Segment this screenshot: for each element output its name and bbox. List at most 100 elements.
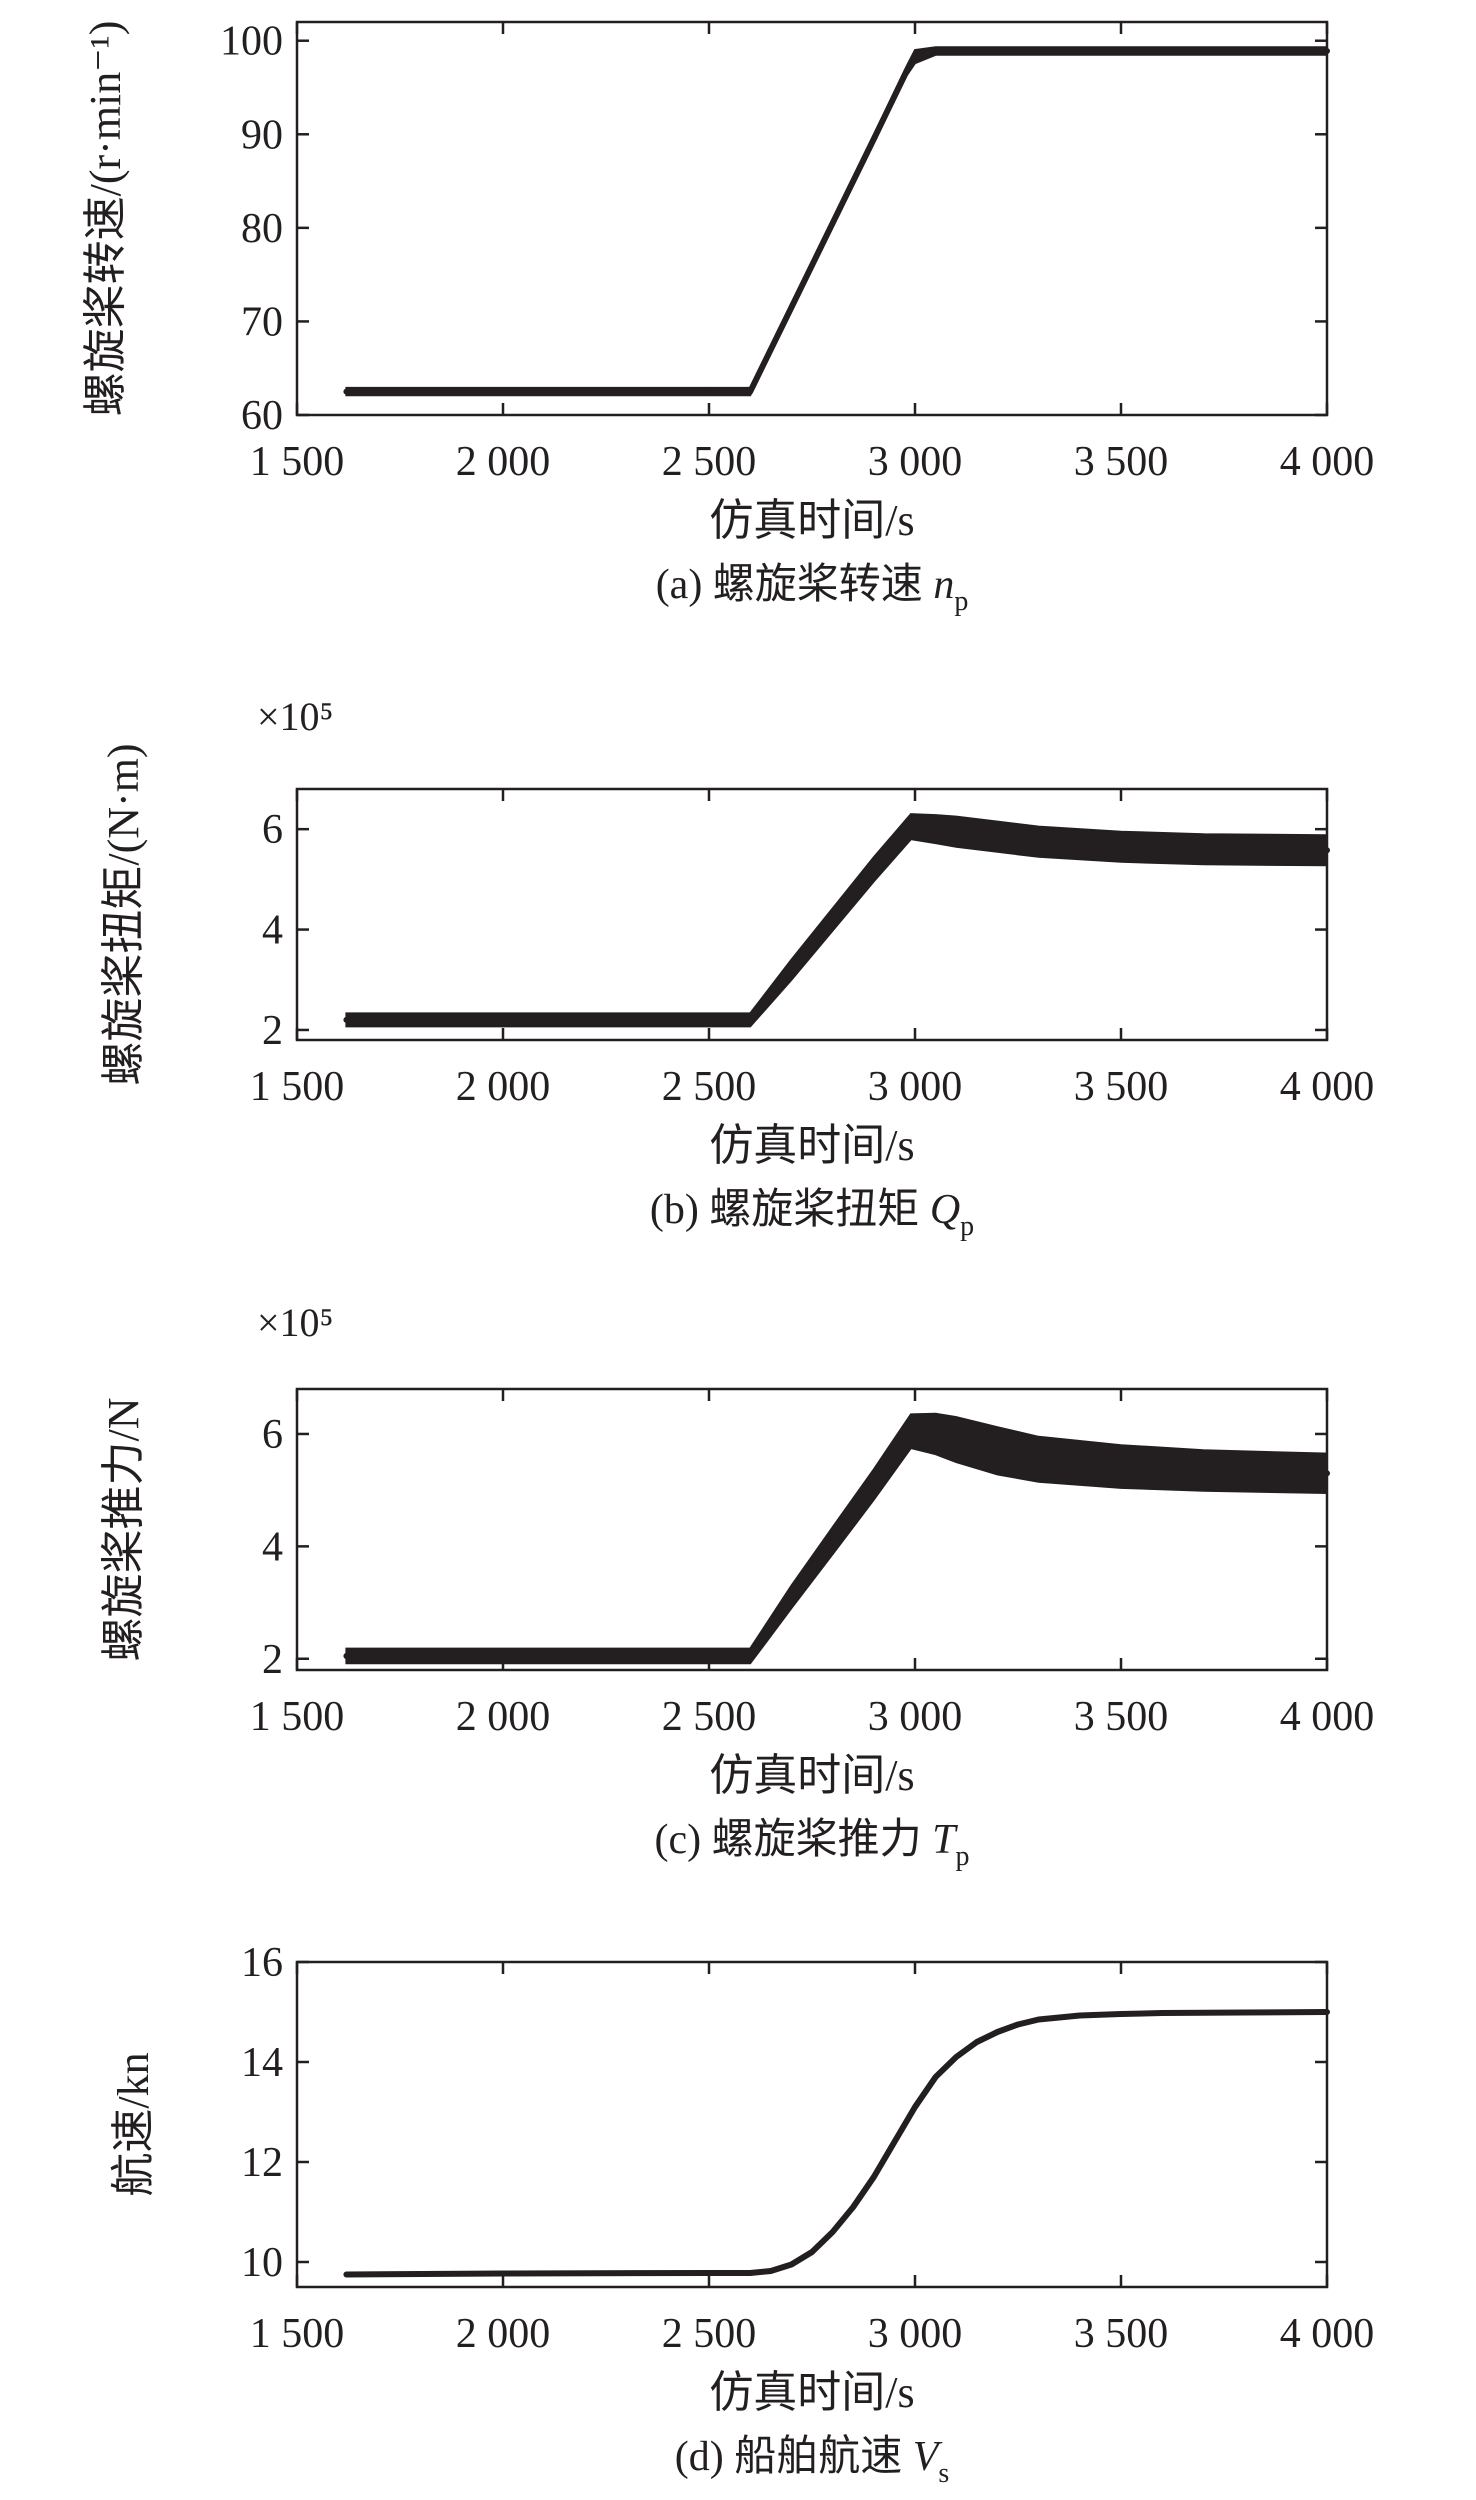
y-tick-label: 70: [241, 299, 283, 345]
data-point: [871, 136, 877, 142]
x-tick-label: 2 000: [456, 2311, 551, 2357]
data-point: [953, 2054, 959, 2060]
data-point: [904, 68, 910, 74]
data-point: [343, 1653, 349, 1659]
data-point: [933, 826, 939, 832]
data-point: [994, 834, 1000, 840]
series-band-0: [345, 2009, 1328, 2277]
data-point: [953, 829, 959, 835]
x-tick-label: 3 500: [1074, 1064, 1169, 1110]
y-axis-label: 航速/kn: [109, 2052, 158, 2196]
y-tick-label: 90: [241, 112, 283, 158]
caption-symbol: T: [932, 1817, 958, 1863]
data-point: [809, 2249, 815, 2255]
data-point: [747, 2270, 753, 2276]
y-tick-label: 14: [241, 2040, 283, 2086]
data-point: [908, 1428, 914, 1434]
x-tick-label: 2 500: [662, 1694, 757, 1740]
y-tick-label: 6: [262, 1412, 283, 1458]
data-point: [1242, 2010, 1248, 2015]
data-point: [1200, 1468, 1206, 1473]
y-tick-label: 10: [241, 2240, 283, 2286]
y-exponent-label: ×10⁵: [257, 1300, 334, 1345]
data-point: [891, 2139, 897, 2145]
y-tick-label: 2: [262, 1008, 283, 1054]
x-tick-label: 3 500: [1074, 1694, 1169, 1740]
caption-subscript: p: [955, 1841, 969, 1872]
data-point: [912, 2104, 918, 2110]
panel-caption: (c) 螺旋桨推力 Tp: [655, 1817, 970, 1872]
x-tick-label: 4 000: [1280, 1064, 1375, 1110]
data-point: [747, 1017, 753, 1023]
x-tick-label: 4 000: [1280, 1694, 1375, 1740]
data-point: [994, 1448, 1000, 1454]
y-exponent-label: ×10⁵: [257, 694, 334, 739]
data-point: [830, 2229, 836, 2235]
data-point: [706, 2270, 712, 2276]
x-axis-label: 仿真时间/s: [709, 496, 914, 545]
data-point: [1118, 844, 1124, 850]
data-point: [953, 1437, 959, 1443]
x-tick-label: 2 000: [456, 1694, 551, 1740]
caption-symbol: n: [933, 562, 954, 608]
x-tick-label: 3 500: [1074, 439, 1169, 485]
caption-subscript: p: [954, 586, 968, 617]
ship-speed-chart: 1 500 2 000 2 500 3 000 3 500 4 000 10 12 14 16 仿真…: [109, 1940, 1374, 2489]
caption-subscript: p: [960, 1211, 974, 1242]
data-point: [788, 2262, 794, 2267]
y-tick-label: 12: [241, 2140, 283, 2186]
series-line-0: [343, 2009, 1330, 2278]
data-point: [871, 1482, 877, 1487]
propeller-torque-chart: 1 500 2 000 2 500 3 000 3 500 4 000 2 4 6 ×10⁵ 仿真时…: [99, 694, 1374, 1242]
x-axis-label: 仿真时间/s: [709, 2368, 914, 2417]
plot-frame: [295, 787, 1329, 1042]
plot-frame: [295, 1387, 1329, 1672]
data-point: [500, 389, 506, 395]
x-tick-label: 1 500: [250, 1064, 345, 1110]
x-tick-label: 3 000: [868, 439, 963, 485]
data-point: [1077, 2013, 1083, 2018]
caption-prefix: (c) 螺旋桨推力: [655, 1817, 933, 1863]
y-tick-label: 60: [241, 393, 283, 439]
data-point: [994, 2029, 1000, 2035]
data-point: [1118, 1464, 1124, 1470]
data-point: [1118, 2011, 1124, 2017]
data-point: [706, 1017, 712, 1023]
panel-caption: (b) 螺旋桨扭矩 Qp: [650, 1187, 974, 1242]
data-point: [933, 1431, 939, 1437]
data-point: [788, 967, 794, 973]
data-point: [1036, 839, 1042, 845]
data-point: [343, 2272, 349, 2277]
y-tick-label: 4: [262, 1524, 283, 1570]
x-tick-label: 3 000: [868, 1064, 963, 1110]
data-point: [830, 1538, 836, 1544]
propeller-speed-chart: 1 500 2 000 2 500 3 000 3 500 4 000 60 70 80 90 10…: [81, 19, 1374, 617]
data-point: [933, 48, 939, 54]
y-tick-label: 100: [220, 19, 283, 65]
data-point: [1200, 846, 1206, 852]
plot-frame: [295, 1960, 1329, 2289]
x-tick-label: 2 000: [456, 1064, 551, 1110]
caption-subscript: s: [938, 2458, 949, 2489]
plot-frame: [295, 20, 1329, 417]
data-point: [912, 54, 918, 60]
data-point: [768, 2268, 774, 2274]
x-axis-label: 仿真时间/s: [709, 1751, 914, 1800]
data-point: [871, 866, 877, 872]
data-point: [908, 824, 914, 830]
x-tick-label: 4 000: [1280, 439, 1375, 485]
x-tick-label: 1 500: [250, 439, 345, 485]
data-point: [500, 1653, 506, 1659]
y-axis-label: 螺旋桨推力/N: [99, 1398, 148, 1662]
x-tick-label: 4 000: [1280, 2311, 1375, 2357]
data-point: [1118, 48, 1124, 54]
x-tick-label: 3 000: [868, 1694, 963, 1740]
data-point: [933, 2074, 939, 2080]
data-point: [747, 1653, 753, 1659]
y-tick-label: 80: [241, 206, 283, 252]
data-point: [830, 917, 836, 922]
data-point: [1036, 2017, 1042, 2022]
y-axis-label: 螺旋桨扭矩/(N·m): [99, 743, 148, 1085]
data-point: [1159, 2010, 1165, 2016]
